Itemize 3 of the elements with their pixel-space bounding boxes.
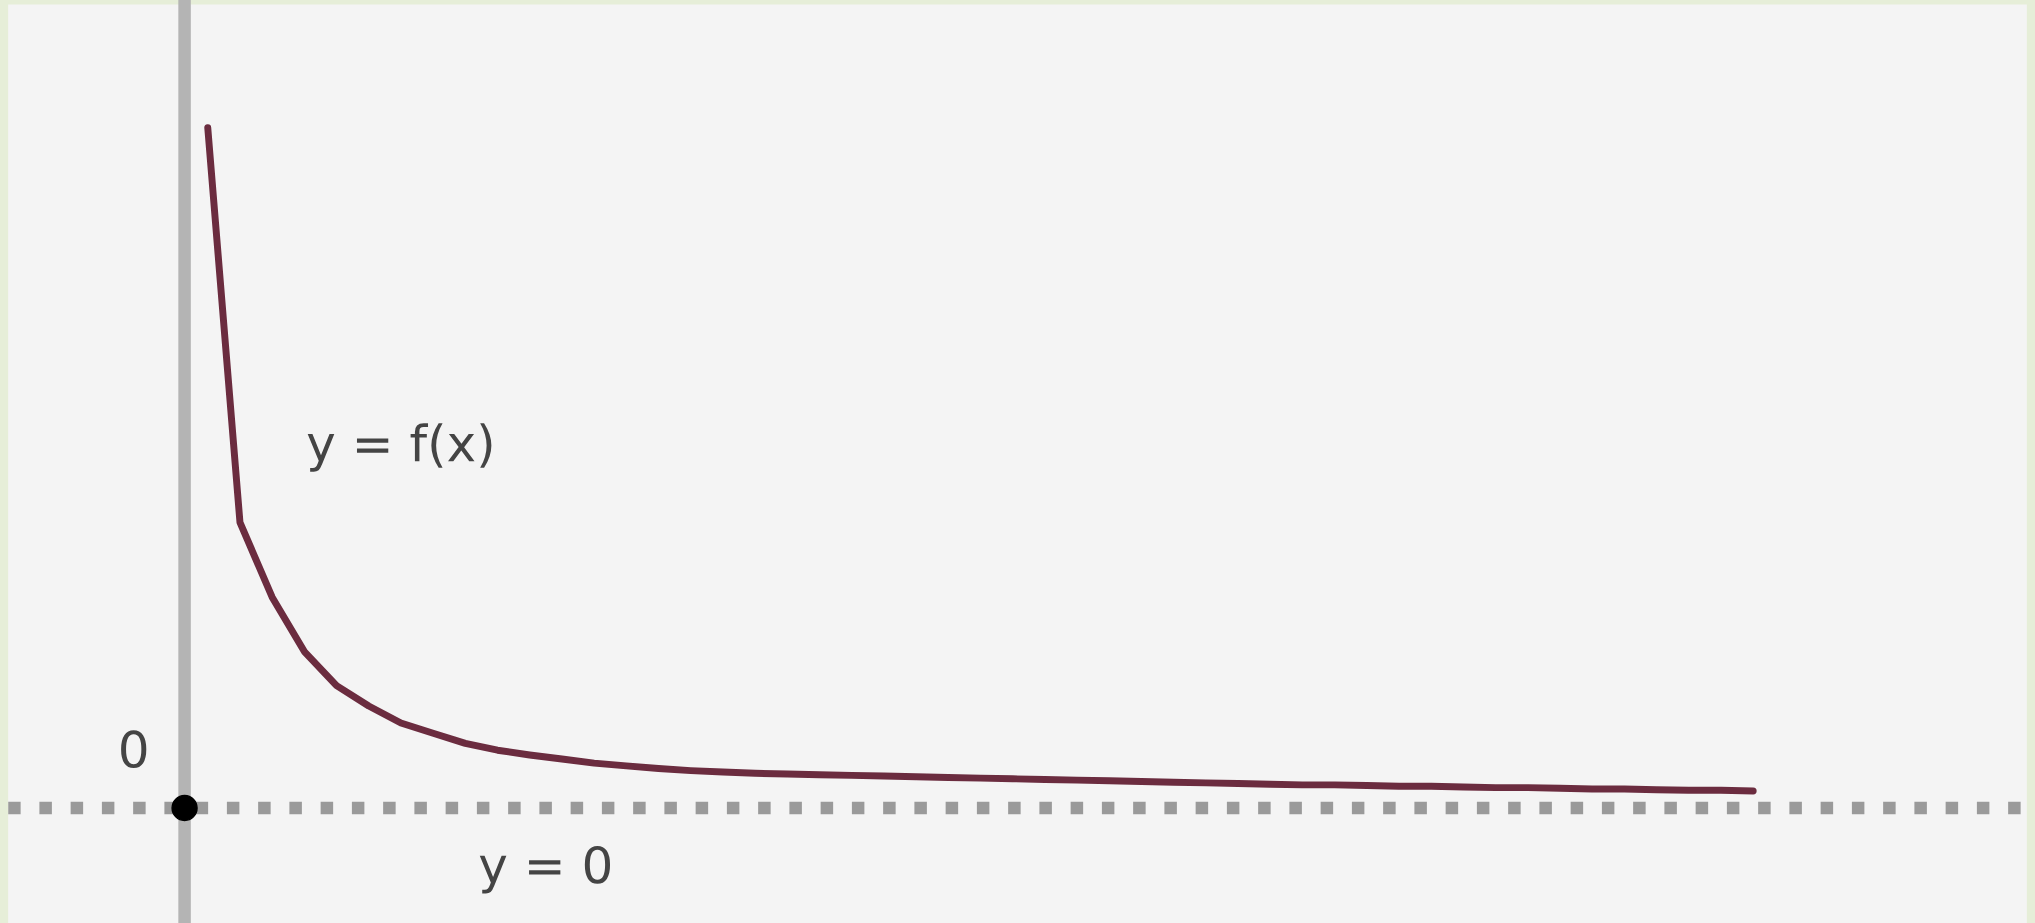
- annotation: y = f(x): [307, 423, 492, 472]
- ref-line-label: y = 0: [479, 845, 611, 894]
- text: 0: [121, 730, 147, 769]
